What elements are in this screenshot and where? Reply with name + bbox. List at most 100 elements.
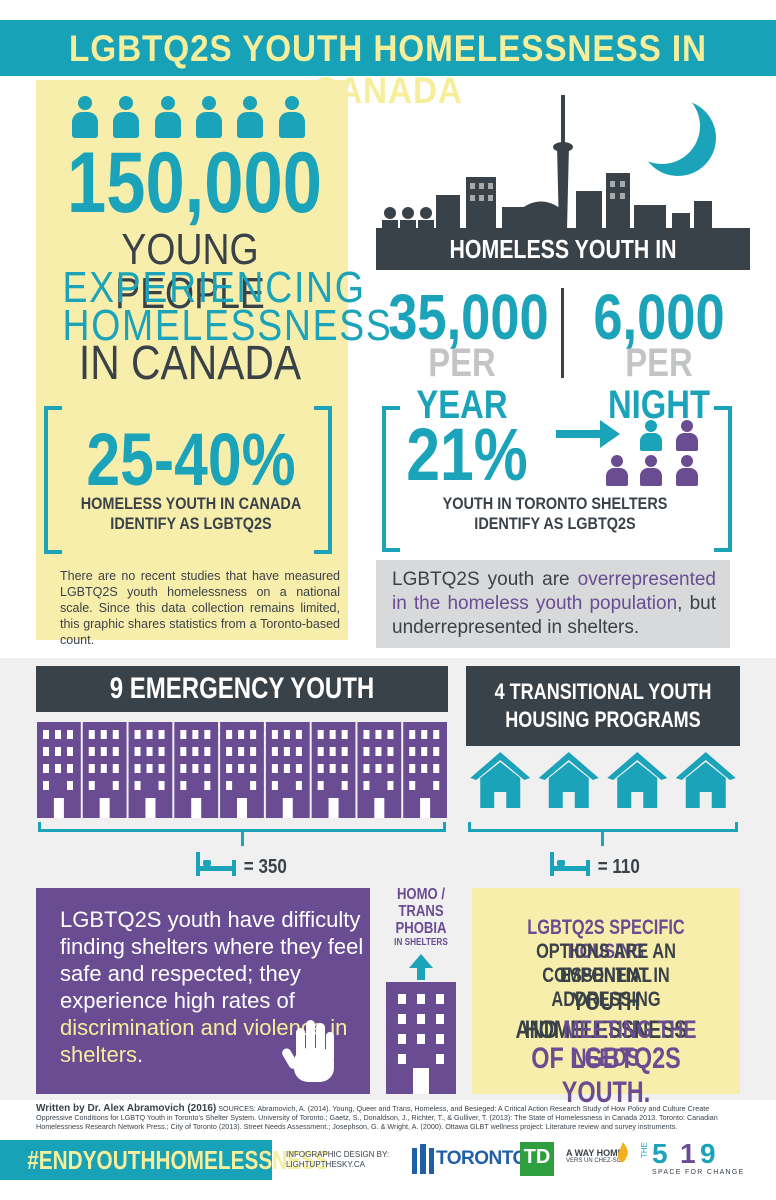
canada-youth-count: 150,000 (67, 135, 322, 231)
page-title: LGBTQ2S YOUTH HOMELESSNESS IN CANADA (69, 28, 707, 111)
design-credit-line-1: INFOGRAPHIC DESIGN BY: (286, 1150, 390, 1159)
discrimination-text-c: . (137, 1042, 144, 1067)
canada-percent-caption-1: HOMELESS YOUTH IN CANADA (80, 494, 302, 513)
canada-note: There are no recent studies that have me… (60, 569, 340, 647)
header: LGBTQ2S YOUTH HOMELESSNESS IN CANADA (0, 0, 776, 111)
per-year-word: YEAR (416, 383, 508, 427)
canada-line-2: EXPERIENCING (62, 263, 366, 312)
stat-divider (561, 288, 564, 378)
bed-icon (550, 852, 590, 876)
person-icon-teal (640, 420, 662, 452)
transitional-banner: 4 TRANSITIONAL YOUTH HOUSING PROGRAMS (466, 666, 740, 746)
canada-lgbtq-percent: 25-40% (86, 418, 296, 501)
transitional-banner-label-2: HOUSING PROGRAMS (505, 707, 701, 732)
arrow-right-icon-head (600, 420, 620, 448)
bracket-left (44, 406, 62, 554)
credits: Written by Dr. Alex Abramovich (2016) SO… (36, 1103, 740, 1132)
person-icon (153, 96, 182, 140)
per-night-count: 6,000 (593, 281, 725, 353)
design-credit-line-2: LIGHTUPTHESKY.CA (286, 1160, 365, 1169)
shelter-building-icon (82, 722, 127, 818)
house-icon (538, 752, 599, 808)
a-way-home-line-2: VERS UN CHEZ-SOI (566, 1158, 624, 1164)
conclusion-line-3: COMPONENT IN ADDRESSING (542, 964, 670, 1011)
bracket-right (314, 406, 332, 554)
td-logo: TD (520, 1142, 554, 1176)
the-519-logo: THE 5 1 9 SPACE FOR CHANGE (640, 1140, 750, 1180)
canada-percent-caption-2: IDENTIFY AS LGBTQ2S (110, 514, 272, 533)
toronto-skyline-icon (382, 95, 712, 230)
shelter-building-icon (311, 722, 356, 818)
shelter-building-icon (128, 722, 173, 818)
phobia-line-1: HOMO / (396, 886, 446, 903)
shelter-building-icon (357, 722, 402, 818)
toronto-logo: TORONTO (412, 1142, 527, 1176)
phobia-line-4: IN SHELTERS (394, 937, 448, 948)
moon-shadow (624, 88, 700, 164)
per-night-label: PER NIGHT (589, 342, 728, 426)
discrimination-text-a: LGBTQ2S youth have difficulty finding sh… (60, 907, 364, 1013)
shelter-building-icon (220, 722, 264, 818)
toronto-percent-caption-1: YOUTH IN TORONTO SHELTERS (442, 494, 668, 513)
header-bar (0, 20, 776, 76)
td-logo-text: TD (523, 1146, 551, 1168)
a-way-home-flame-icon (617, 1142, 628, 1163)
conclusion-box: LGBTQ2S SPECIFIC HOUSING OPTIONS ARE AN … (472, 888, 740, 1109)
the-519-prefix: THE (640, 1142, 649, 1158)
person-icon-purple (606, 455, 628, 487)
phobia-label: HOMO / TRANS PHOBIA IN SHELTERS (392, 886, 449, 949)
shelters-brace (38, 822, 446, 832)
stop-hand-icon (282, 1020, 334, 1082)
arrow-up-icon-shaft (417, 966, 425, 980)
toronto-banner: HOMELESS YOUTH IN TORONTO (376, 228, 750, 306)
per-night-word: NIGHT (607, 383, 711, 427)
shelters-banner: 9 EMERGENCY YOUTH SHELTERS (36, 666, 448, 751)
conclusion-line-1: LGBTQ2S SPECIFIC HOUSING (527, 916, 685, 963)
shelter-building-icon (37, 722, 81, 818)
hashtag-banner: #ENDYOUTHHOMELESSNESS (0, 1140, 329, 1180)
house-icon (607, 752, 668, 808)
author: Written by Dr. Alex Abramovich (2016) (36, 1103, 217, 1114)
canada-line-3: HOMELESSNESS (62, 301, 393, 350)
bracket-left (382, 406, 400, 552)
toronto-logo-icon (412, 1144, 434, 1174)
representation-text-a: LGBTQ2S youth are (392, 569, 578, 590)
housing-brace (468, 822, 738, 832)
discrimination-box: LGBTQ2S youth have difficulty finding sh… (36, 888, 370, 1094)
conclusion-line-5: AND MEETING THE NEEDS (501, 1016, 710, 1072)
shelters-brace-stem (241, 832, 244, 846)
the-519-digit-1: 1 (680, 1138, 696, 1169)
canada-line-1: YOUNG PEOPLE (115, 225, 265, 318)
conclusion-line-6: OF LGBTQ2S YOUTH. (531, 1042, 681, 1109)
shelter-building-icon (386, 982, 456, 1094)
representation-note: LGBTQ2S youth are overrepresented in the… (376, 560, 730, 648)
arrow-right-icon (556, 430, 606, 438)
house-icon (675, 752, 736, 808)
a-way-home-logo: A WAY HOME VERS UN CHEZ-SOI (566, 1142, 632, 1176)
representation-text-c: , but underrepresented in shelters. (392, 593, 716, 638)
housing-houses (470, 752, 736, 808)
person-icon (235, 96, 264, 140)
phobia-line-2: TRANS (398, 903, 444, 920)
phobia-line-3: PHOBIA (395, 920, 447, 937)
conclusion-line-5a: AND (515, 1016, 564, 1044)
house-icon (470, 752, 531, 808)
the-519-digit-5: 5 (652, 1138, 668, 1169)
hashtag: #ENDYOUTHHOMELESSNESS (27, 1145, 329, 1175)
toronto-percent-caption-2: IDENTIFY AS LGBTQ2S (474, 514, 636, 533)
people-icon-row (70, 96, 306, 140)
person-icon-purple (640, 455, 662, 487)
per-year-label: PER YEAR (388, 342, 536, 426)
conclusion-line-2: OPTIONS ARE AN ESSENTIAL (536, 940, 676, 987)
person-icon (70, 96, 99, 140)
person-icon (111, 96, 140, 140)
toronto-logo-text: TORONTO (436, 1148, 527, 1169)
conclusion-line-4: YOUTH HOMELESSNESS (524, 988, 688, 1044)
arrow-up-icon (409, 954, 433, 968)
shelter-building-icon (403, 722, 447, 818)
shelter-beds: = 350 (243, 856, 287, 878)
per-year-per: PER (428, 341, 496, 385)
the-519-digit-9: 9 (700, 1138, 716, 1169)
canada-line-4: IN CANADA (78, 337, 302, 390)
per-year-count: 35,000 (388, 281, 549, 353)
